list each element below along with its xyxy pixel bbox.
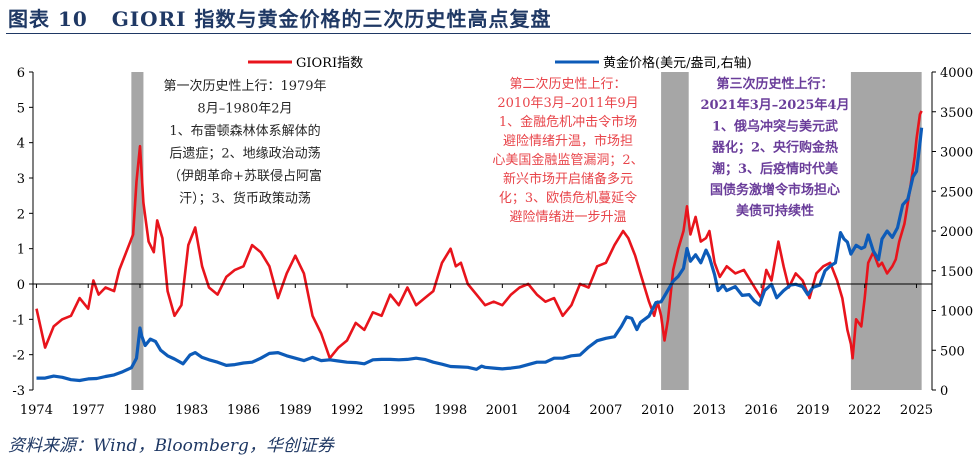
- series-lines: [35, 110, 924, 383]
- annotation-3: 第三次历史性上行： 2021年3月–2025年4月 1、俄乌冲突与美元武器化；2、央…: [701, 76, 850, 219]
- left-y-tick-label: 3: [17, 172, 25, 187]
- right-y-tick-label: 500: [940, 344, 965, 359]
- axes: -3 -2 -1 0 1 2 3 4 5 6 0 500 1000 1500 2000 2500 3000 350…: [12, 66, 973, 418]
- legend: GIORI指数 黄金价格(美元/盎司,右轴): [248, 55, 752, 71]
- annotation-line: 化；3、欧债危机蔓延令: [499, 191, 637, 206]
- right-y-tick-label: 0: [940, 384, 948, 399]
- x-tick-label: 1995: [382, 403, 415, 418]
- right-y-tick-label: 1000: [940, 305, 973, 320]
- left-y-tick-label: 0: [17, 278, 25, 293]
- x-tick-label: 1992: [330, 403, 363, 418]
- figure-header: 图表 10 GIORI 指数与黄金价格的三次历史性高点复盘: [0, 0, 977, 34]
- annotation-line: 后遗症；2、地缘政治动荡: [169, 147, 320, 162]
- left-y-tick-label: 1: [17, 243, 25, 258]
- annotation-line: 第三次历史性上行：: [716, 76, 833, 92]
- annotation-line: 避险情绪升温，市场担: [503, 133, 633, 149]
- x-tick-label: 1980: [123, 403, 156, 418]
- x-tick-label: 1983: [175, 403, 208, 418]
- left-y-tick-label: 2: [17, 207, 25, 222]
- left-y-tick-label: 5: [17, 101, 25, 116]
- annotation-line: 美债可持续性: [736, 203, 814, 219]
- annotations: 第一次历史性上行：1979年 8月–1980年2月 1、布雷顿森林体系解体的后遗症；…: [163, 76, 849, 225]
- left-y-tick-label: 4: [17, 137, 25, 152]
- right-y-tick-label: 1500: [940, 265, 973, 280]
- right-y-tick-label: 2500: [940, 185, 973, 200]
- chart-title: GIORI 指数与黄金价格的三次历史性高点复盘: [111, 7, 552, 31]
- right-y-tick-label: 3500: [940, 106, 973, 121]
- x-tick-label: 1989: [279, 403, 312, 418]
- annotation-line: （伊朗革命+苏联侵占阿富: [168, 168, 322, 184]
- annotation-line: 8月–1980年2月: [197, 102, 292, 117]
- annotation-line: 2010年3月–2011年9月: [497, 96, 638, 111]
- annotation-line: 器化；2、央行购金热: [711, 140, 838, 156]
- legend-label-2: 黄金价格(美元/盎司,右轴): [603, 55, 752, 71]
- left-y-tick-label: 6: [17, 66, 25, 81]
- gold-price-series-line: [36, 127, 924, 383]
- x-tick-label: 2022: [848, 403, 881, 418]
- x-tick-label: 1977: [72, 403, 105, 418]
- legend-label-1: GIORI指数: [296, 56, 363, 71]
- annotation-line: 汗）；3、货币政策动荡: [179, 191, 311, 207]
- annotation-line: 新兴市场开启储备多元: [503, 171, 633, 187]
- annotation-line: 1、俄乌冲突与美元武: [712, 118, 838, 134]
- annotation-line: 国债务激增令市场担心: [710, 182, 840, 198]
- x-tick-label: 1998: [434, 403, 467, 418]
- left-y-tick-label: -2: [12, 349, 25, 364]
- left-y-tick-label: -3: [12, 384, 25, 399]
- annotation-line: 1、金融危机冲击令市场: [499, 114, 637, 130]
- annotation-line: 2021年3月–2025年4月: [701, 97, 850, 113]
- x-tick-label: 2025: [900, 403, 933, 418]
- annotation-line: 第一次历史性上行：1979年: [163, 78, 326, 94]
- x-tick-label: 2010: [641, 403, 674, 418]
- giori-series-line: [35, 110, 923, 360]
- x-tick-label: 2016: [745, 403, 778, 418]
- left-y-tick-label: -1: [12, 313, 25, 328]
- annotation-1: 第一次历史性上行：1979年 8月–1980年2月 1、布雷顿森林体系解体的后遗症；…: [163, 78, 326, 207]
- source-note: 资料来源：Wind，Bloomberg，华创证券: [8, 436, 334, 456]
- x-tick-label: 2001: [486, 403, 519, 418]
- x-tick-label: 1986: [227, 403, 260, 418]
- x-tick-label: 1974: [20, 403, 53, 418]
- annotation-line: 心美国金融监管漏洞；2、: [492, 152, 643, 168]
- x-tick-label: 2007: [589, 403, 622, 418]
- annotation-line: 潮；3、后疫情时代美: [712, 161, 839, 177]
- title-rule: [6, 33, 971, 34]
- x-tick-label: 2013: [693, 403, 726, 418]
- right-y-tick-label: 2000: [940, 225, 973, 240]
- x-tick-label: 2019: [796, 403, 829, 418]
- annotation-2: 第二次历史性上行： 2010年3月–2011年9月 1、金融危机冲击令市场避险情绪升…: [492, 76, 643, 225]
- x-tick-label: 2004: [538, 403, 571, 418]
- figure-label: 图表 10: [8, 7, 88, 31]
- figure-title: 图表 10 GIORI 指数与黄金价格的三次历史性高点复盘: [8, 3, 551, 32]
- annotation-line: 1、布雷顿森林体系解体的: [169, 123, 320, 139]
- annotation-line: 避险情绪进一步升温: [509, 210, 626, 225]
- annotation-line: 第二次历史性上行：: [509, 76, 626, 92]
- right-y-tick-label: 4000: [940, 66, 973, 81]
- gold-vs-giori-chart: -3 -2 -1 0 1 2 3 4 5 6 0 500 1000 1500 2000 2500 3000 350…: [12, 55, 973, 418]
- right-y-tick-label: 3000: [940, 146, 973, 161]
- chart-area: -3 -2 -1 0 1 2 3 4 5 6 0 500 1000 1500 2000 2500 3000 350…: [0, 36, 977, 426]
